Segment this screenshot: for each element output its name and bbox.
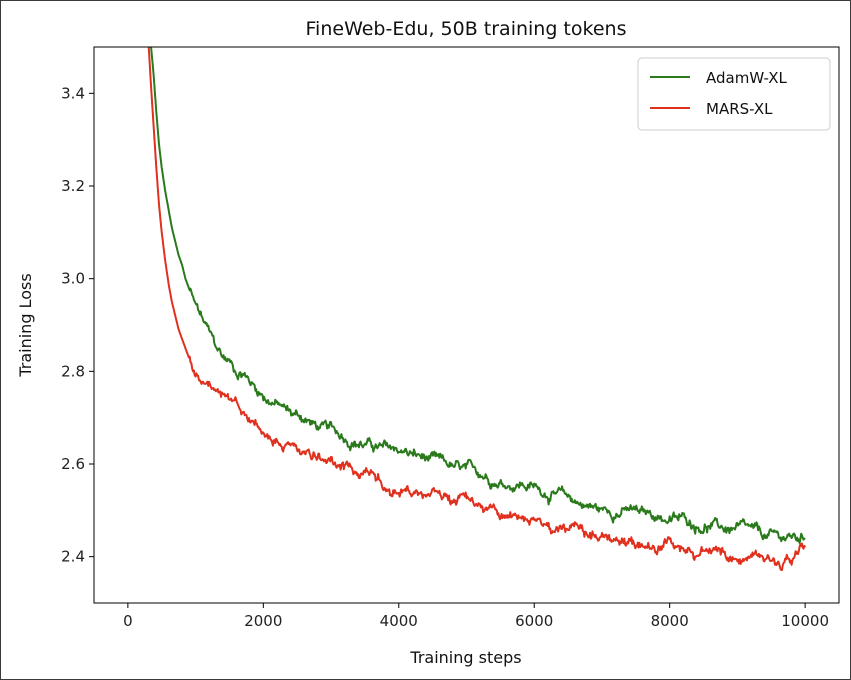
series-line-mars-xl bbox=[147, 47, 806, 571]
y-tick-label: 2.4 bbox=[61, 548, 85, 566]
y-tick-label: 3.2 bbox=[61, 177, 85, 195]
y-tick-label: 3.4 bbox=[61, 84, 85, 102]
y-tick-label: 3.0 bbox=[61, 270, 85, 288]
x-tick-label: 2000 bbox=[244, 612, 282, 630]
x-tick-label: 8000 bbox=[651, 612, 689, 630]
x-tick-label: 10000 bbox=[781, 612, 829, 630]
plot-area-border bbox=[93, 46, 840, 604]
legend: AdamW-XL MARS-XL bbox=[637, 57, 831, 131]
chart-title: FineWeb-Edu, 50B training tokens bbox=[306, 18, 627, 40]
y-tick-label: 2.6 bbox=[61, 455, 85, 473]
x-axis-label: Training steps bbox=[409, 648, 521, 667]
legend-label-adamw-xl: AdamW-XL bbox=[706, 69, 787, 87]
x-tick-label: 4000 bbox=[380, 612, 418, 630]
axes-layer: 0 2000 4000 6000 8000 10000 2.4 2.6 2.8 3.0 3.2 3.4 bbox=[61, 84, 829, 630]
y-tick-label: 2.8 bbox=[61, 362, 85, 380]
y-axis-label: Training Loss bbox=[16, 273, 35, 377]
x-tick-label: 6000 bbox=[515, 612, 553, 630]
series-layer bbox=[147, 47, 806, 571]
series-line-adamw-xl bbox=[150, 47, 806, 544]
x-tick-label: 0 bbox=[123, 612, 133, 630]
legend-label-mars-xl: MARS-XL bbox=[706, 100, 773, 118]
